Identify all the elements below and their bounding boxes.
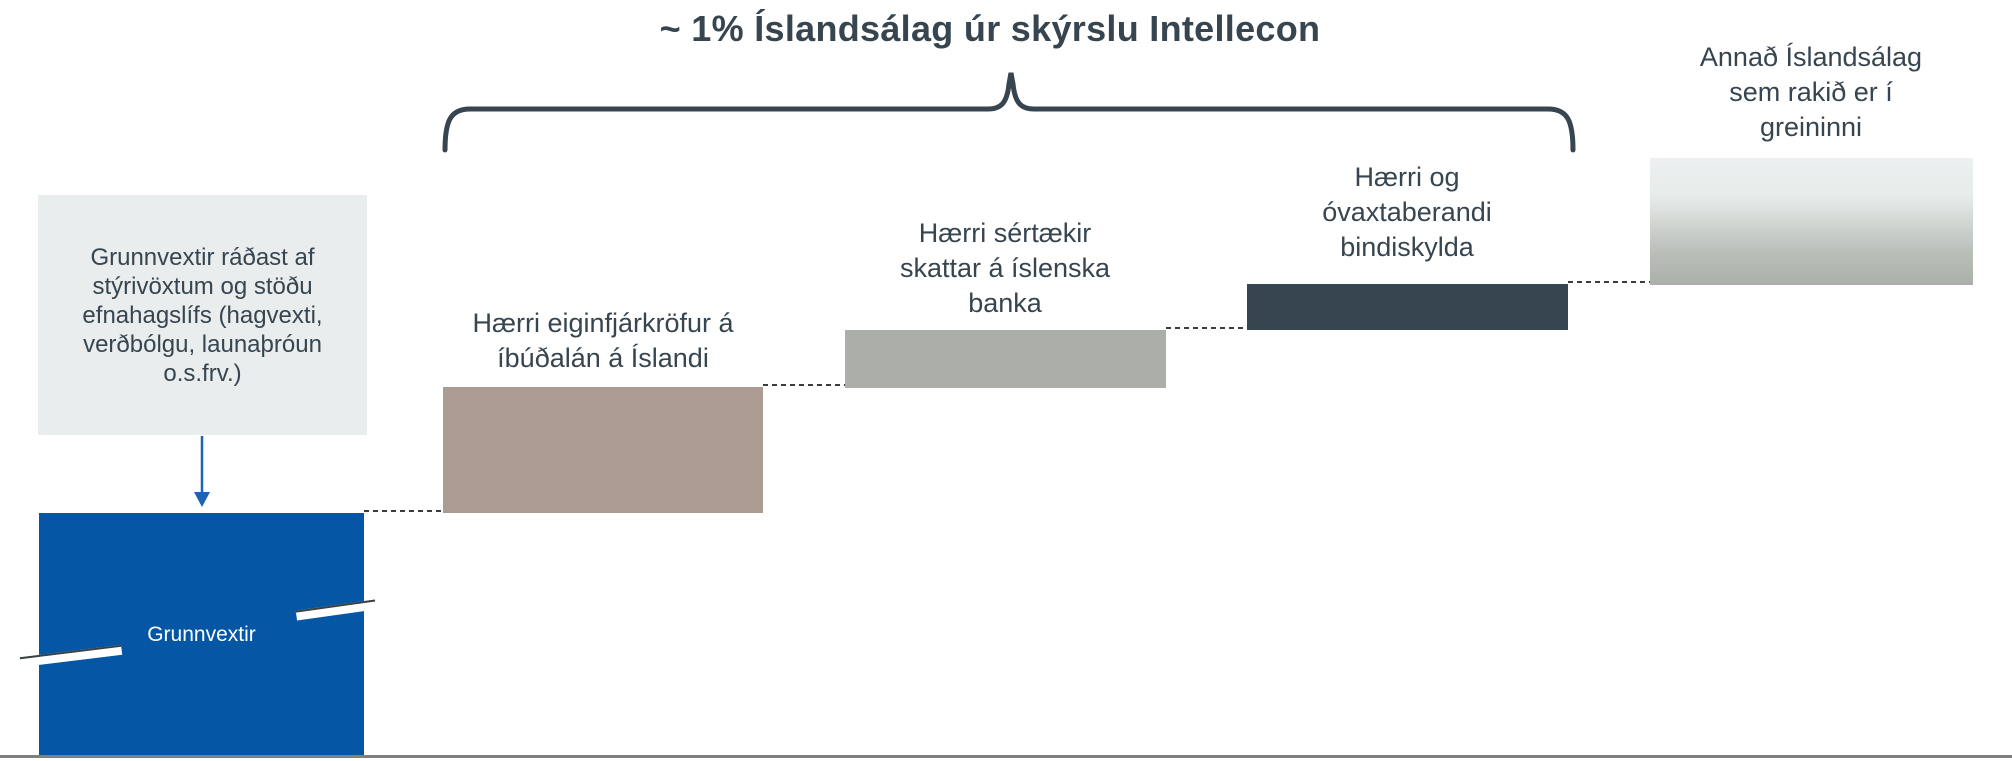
bar-annad-islandsalag [1650,158,1973,285]
bar-eiginfjarkrofur [443,387,763,513]
chart-title: ~ 1% Íslandsálag úr skýrslu Intellecon [659,8,1321,49]
callout-arrowhead-icon [194,492,210,507]
bar-grunnvextir-label: Grunnvextir [147,623,256,646]
info-callout-box: Grunnvextir ráðast af stýrivöxtum og stö… [38,195,367,435]
bar-bindiskylda [1247,284,1568,330]
bar-label-annad-islandsalag: Annað Íslandsálag sem rakið er í greinin… [1699,42,1923,142]
baseline-axis [0,755,2012,758]
connector-dotted-4 [1568,281,1650,283]
bar-label-bindiskylda: Hærri og óvaxtaberandi bindiskylda [1322,162,1492,262]
connector-dotted-2 [763,384,845,386]
info-callout-text: Grunnvextir ráðast af stýrivöxtum og stö… [82,243,323,387]
bar-label-eiginfjarkrofur: Hærri eiginfjárkröfur á íbúðalán á Íslan… [472,308,734,373]
bar-label-sertaekir-skattar: Hærri sértækir skattar á íslenska banka [899,218,1111,318]
connector-dotted-1 [364,510,443,512]
bar-grunnvextir: Grunnvextir [39,513,364,757]
connector-dotted-3 [1166,327,1247,329]
bar-sertaekir-skattar [845,330,1166,388]
brace-bracket-icon [442,72,1576,153]
